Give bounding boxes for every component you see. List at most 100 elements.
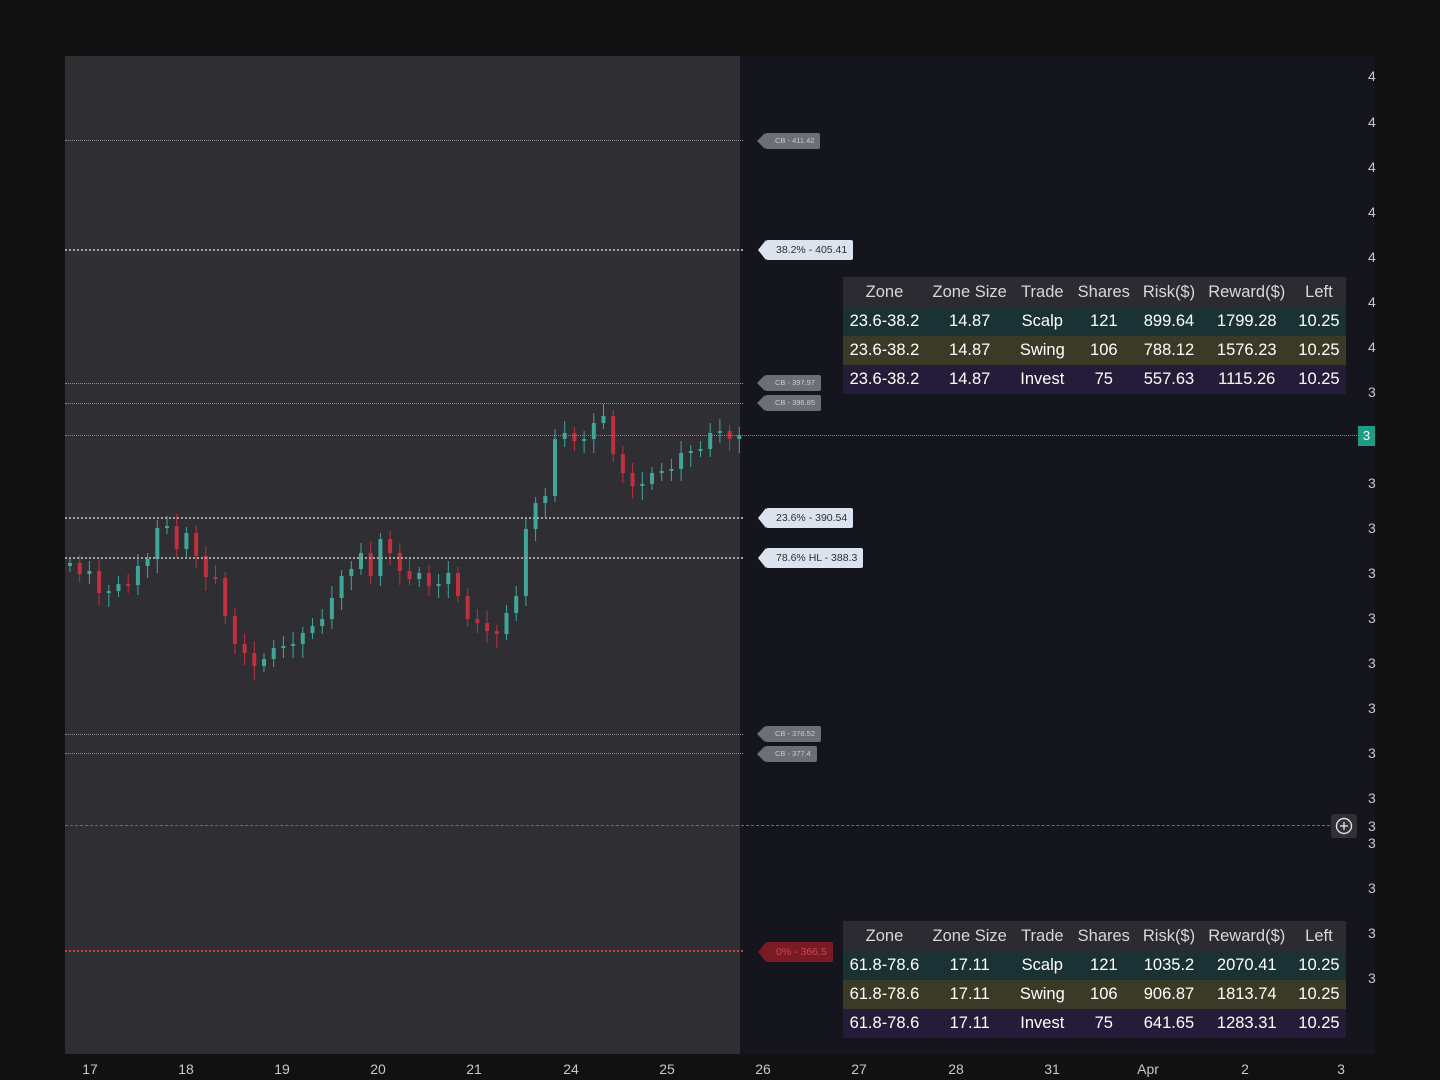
fib-0-line <box>65 950 743 952</box>
candle-body <box>349 569 354 576</box>
candle-body <box>572 433 577 441</box>
header-shares: Shares <box>1071 277 1137 307</box>
cell-zone-size: 14.87 <box>925 365 1014 394</box>
header-left: Left <box>1291 277 1346 307</box>
candle-body <box>514 596 519 613</box>
cell-risk: 641.65 <box>1136 1009 1202 1038</box>
cell-risk: 899.64 <box>1136 307 1202 336</box>
candle-body <box>184 533 189 549</box>
candle-body <box>397 553 402 571</box>
plus-circle-icon <box>1335 817 1353 835</box>
cb-level-tag-2[interactable]: CB - 397.97 <box>756 375 822 391</box>
candle-body <box>174 526 179 549</box>
price-tick-label: 4 <box>1368 294 1376 310</box>
table-row: 23.6-38.2 14.87 Scalp 121 899.64 1799.28… <box>843 307 1346 336</box>
candle-body <box>465 596 470 619</box>
candle-body <box>242 644 247 653</box>
fib-382-tag[interactable]: 38.2% - 405.41 <box>757 240 854 260</box>
candle-body <box>223 578 228 616</box>
price-tick-label: 4 <box>1368 68 1376 84</box>
header-trade: Trade <box>1013 277 1072 307</box>
candle-body <box>737 435 742 439</box>
current-price-line <box>65 435 1365 436</box>
header-trade: Trade <box>1013 921 1072 951</box>
cell-reward: 1576.23 <box>1201 336 1292 365</box>
candle-body <box>475 619 480 623</box>
candle-body <box>446 573 451 584</box>
cb-level-line-2 <box>65 383 743 384</box>
candle-body <box>165 526 169 528</box>
price-tick-label: 3 <box>1368 520 1376 536</box>
crosshair-add-button[interactable] <box>1331 814 1357 838</box>
chart-canvas[interactable] <box>65 56 1375 1054</box>
candle-body <box>688 451 693 453</box>
price-tick-label: 4 <box>1368 204 1376 220</box>
cell-zone-size: 14.87 <box>925 336 1014 365</box>
candle-body <box>68 563 72 566</box>
crosshair-horizontal-line <box>65 825 1330 826</box>
candle-body <box>533 503 538 529</box>
header-zone: Zone <box>843 921 926 951</box>
cell-left: 10.25 <box>1291 365 1346 394</box>
candle-body <box>388 539 393 553</box>
cell-trade: Invest <box>1013 365 1072 394</box>
cb-level-tag-3[interactable]: CB - 396.85 <box>756 395 822 411</box>
time-tick-label: 2 <box>1241 1061 1249 1077</box>
cell-reward: 1283.31 <box>1201 1009 1292 1038</box>
fib-236-tag[interactable]: 23.6% - 390.54 <box>757 508 854 528</box>
candle-body <box>494 631 499 634</box>
time-axis[interactable]: 17 18 19 20 21 24 25 26 27 28 31 Apr 2 3 <box>0 1056 1440 1080</box>
time-tick-label: Apr <box>1137 1061 1159 1077</box>
time-tick-label: 26 <box>755 1061 771 1077</box>
time-tick-label: 21 <box>466 1061 482 1077</box>
candle-body <box>155 528 160 559</box>
header-reward: Reward($) <box>1201 921 1292 951</box>
candle-body <box>232 616 237 644</box>
candle-body <box>426 573 431 586</box>
cell-risk: 1035.2 <box>1136 951 1202 980</box>
cell-zone: 61.8-78.6 <box>843 1009 926 1038</box>
cell-shares: 106 <box>1071 980 1137 1009</box>
candle-body <box>203 556 208 577</box>
candle-body <box>717 431 722 433</box>
cb-level-tag-4[interactable]: CB - 378.52 <box>756 726 822 742</box>
candle-body <box>407 571 412 579</box>
candle-body <box>262 659 266 666</box>
fib-0-tag[interactable]: 0% - 366.5 <box>758 942 833 962</box>
time-tick-label: 19 <box>274 1061 290 1077</box>
time-tick-label: 31 <box>1044 1061 1060 1077</box>
price-tick-label: 4 <box>1368 339 1376 355</box>
candle-body <box>708 433 713 449</box>
price-tick-label: 4 <box>1368 114 1376 130</box>
header-zone-size: Zone Size <box>925 277 1014 307</box>
candle-body <box>252 653 257 666</box>
candle-body <box>135 566 140 585</box>
cb-level-tag-5[interactable]: CB - 377.4 <box>757 746 817 762</box>
price-tick-label: 3 <box>1368 384 1376 400</box>
current-price-badge: 3 <box>1358 426 1375 446</box>
fib-786-line <box>65 557 743 559</box>
candle-body <box>300 633 305 644</box>
candle-body <box>310 626 315 633</box>
cell-shares: 121 <box>1071 951 1137 980</box>
header-risk: Risk($) <box>1136 277 1202 307</box>
candle-body <box>281 646 286 648</box>
cell-zone-size: 17.11 <box>925 951 1014 980</box>
candle-body <box>126 584 131 586</box>
cb-level-tag-1[interactable]: CB - 411.42 <box>756 133 821 149</box>
table-row: 61.8-78.6 17.11 Invest 75 641.65 1283.31… <box>843 1009 1346 1038</box>
cell-zone: 23.6-38.2 <box>843 365 926 394</box>
candle-body <box>620 454 625 473</box>
fib-786-tag[interactable]: 78.6% HL - 388.3 <box>757 548 864 568</box>
time-tick-label: 3 <box>1337 1061 1345 1077</box>
candle-body <box>698 449 703 451</box>
time-tick-label: 17 <box>82 1061 98 1077</box>
candle-body <box>679 453 684 469</box>
header-zone-size: Zone Size <box>925 921 1014 951</box>
price-tick-label: 3 <box>1368 610 1376 626</box>
price-tick-label: 4 <box>1368 159 1376 175</box>
cell-left: 10.25 <box>1291 951 1346 980</box>
candlestick-series <box>68 404 742 680</box>
cb-level-line-1 <box>65 140 743 141</box>
